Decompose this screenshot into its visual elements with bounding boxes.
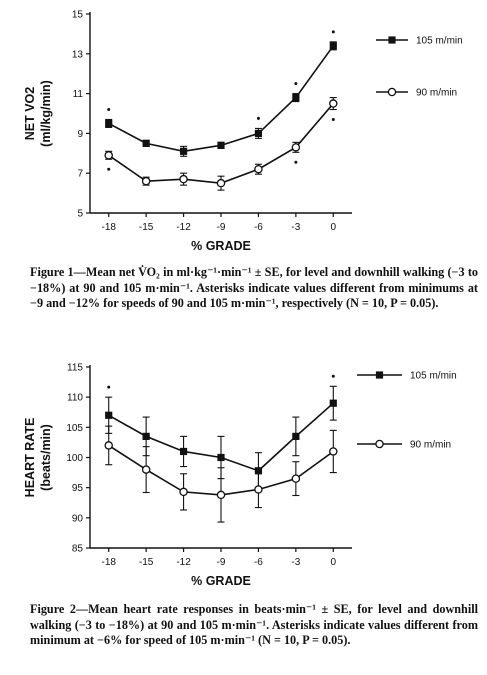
y-tick-label: 95 xyxy=(72,483,84,494)
y-tick-label: 9 xyxy=(77,129,83,140)
data-point-square xyxy=(254,467,263,475)
y-axis-unit: (ml/kg/min) xyxy=(39,80,53,147)
data-point-square xyxy=(105,119,113,128)
data-point-square xyxy=(142,432,150,440)
x-tick-label: -3 xyxy=(291,557,300,568)
data-point-circle xyxy=(216,178,226,188)
data-point-square xyxy=(105,411,113,419)
x-tick-label: 0 xyxy=(331,222,337,233)
y-tick-label: 105 xyxy=(66,423,83,434)
x-tick-label: -12 xyxy=(176,557,191,568)
data-point-circle xyxy=(179,487,188,497)
data-point-circle xyxy=(291,474,301,483)
data-point-square xyxy=(217,141,225,149)
data-point-square xyxy=(179,447,188,456)
x-tick-label: -6 xyxy=(254,222,263,233)
asterisk-marker xyxy=(331,30,335,34)
series-line xyxy=(108,45,334,153)
asterisk-marker xyxy=(107,107,111,111)
data-point-circle xyxy=(329,447,338,456)
heart-rate-chart: 85 90 95 100 105 110 115 -18 -15 -12 -9 -6 -3 0 % GRAD… xyxy=(23,363,457,589)
legend-marker-circle xyxy=(387,87,397,97)
legend-marker-square xyxy=(388,36,396,44)
data-point-square xyxy=(254,129,263,137)
legend-label: 105 m/min xyxy=(410,371,457,382)
data-point-circle xyxy=(141,465,151,474)
asterisk-marker xyxy=(331,118,335,122)
legend-marker-circle xyxy=(375,439,384,449)
x-tick-label: -12 xyxy=(176,222,191,233)
data-point-circle xyxy=(104,441,113,450)
data-point-circle xyxy=(291,143,301,152)
x-tick-label: -15 xyxy=(139,557,154,568)
x-tick-label: -18 xyxy=(101,222,116,233)
legend-label: 90 m/min xyxy=(416,88,457,99)
y-tick-label: 100 xyxy=(66,453,83,464)
figure-1-caption: Figure 1—Mean net V̇O₂ in ml·kg⁻¹·min⁻¹ … xyxy=(30,265,478,310)
data-point-circle xyxy=(179,174,188,184)
x-axis-label: % GRADE xyxy=(191,574,251,588)
x-tick-label: -9 xyxy=(217,222,226,233)
y-tick-label: 85 xyxy=(72,544,84,555)
data-point-square xyxy=(292,432,300,440)
y-tick-label: 7 xyxy=(77,169,83,180)
y-axis-label: HEART RATE xyxy=(23,418,37,498)
x-tick-label: -9 xyxy=(217,557,226,568)
asterisk-marker xyxy=(331,374,335,378)
x-axis-label: % GRADE xyxy=(191,239,251,253)
y-axis-unit: (beats/min) xyxy=(39,424,53,491)
data-point-square xyxy=(329,399,337,407)
asterisk-marker xyxy=(107,167,111,171)
figure-2-caption: Figure 2—Mean heart rate responses in be… xyxy=(30,602,478,647)
legend-label: 105 m/min xyxy=(416,36,463,47)
y-tick-label: 13 xyxy=(72,49,84,60)
vo2-chart: 5 7 9 11 13 15 -18 -15 -12 -9 -6 -3 0 % GRADE NET VO2(… xyxy=(23,10,463,254)
y-tick-label: 5 xyxy=(77,209,83,220)
x-tick-label: -3 xyxy=(291,222,300,233)
x-tick-label: -15 xyxy=(139,222,154,233)
y-tick-label: 11 xyxy=(73,89,84,100)
legend-marker-square xyxy=(375,371,384,379)
data-point-circle xyxy=(216,490,226,500)
data-point-square xyxy=(179,147,188,155)
asterisk-marker xyxy=(256,116,260,120)
y-tick-label: 110 xyxy=(67,393,83,404)
data-point-circle xyxy=(254,164,263,174)
asterisk-marker xyxy=(107,385,111,389)
data-point-circle xyxy=(254,485,263,494)
x-tick-label: -18 xyxy=(101,557,116,568)
data-point-circle xyxy=(329,99,338,108)
data-point-circle xyxy=(104,151,113,160)
legend-label: 90 m/min xyxy=(410,440,451,451)
x-tick-label: 0 xyxy=(331,557,337,568)
y-tick-label: 115 xyxy=(67,363,83,374)
asterisk-marker xyxy=(294,82,298,86)
data-point-square xyxy=(329,42,337,50)
data-point-circle xyxy=(141,176,151,186)
x-tick-label: -6 xyxy=(254,557,263,568)
y-tick-label: 90 xyxy=(72,513,84,524)
y-tick-label: 15 xyxy=(72,10,84,21)
asterisk-marker xyxy=(294,160,298,164)
data-point-square xyxy=(292,93,300,102)
y-axis-label: NET VO2 xyxy=(23,87,37,141)
data-point-square xyxy=(217,453,225,462)
data-point-square xyxy=(142,139,150,147)
